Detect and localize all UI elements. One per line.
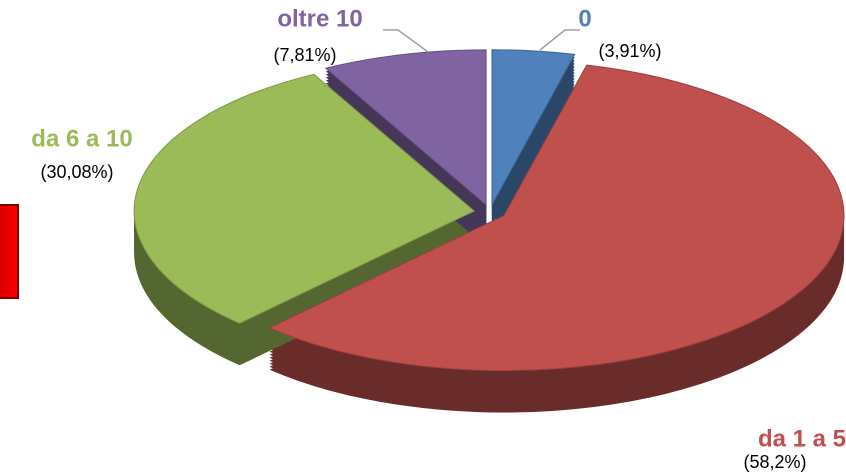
category-label: da 1 a 5 — [758, 425, 846, 452]
slice — [268, 64, 845, 372]
slice — [491, 49, 576, 206]
value-label: (30,08%) — [40, 162, 113, 182]
category-label: 0 — [578, 5, 591, 32]
labels: 0 (3,91%) da 1 a 5(58,2%) da 6 a 10 (30,08%)… — [31, 5, 846, 471]
leader-line — [383, 29, 429, 53]
category-label: oltre 10 — [277, 5, 362, 32]
category-label: da 6 a 10 — [31, 125, 132, 152]
side-box — [0, 204, 19, 299]
value-label: (7,81%) — [273, 45, 336, 65]
value-label: (58,2%) — [743, 452, 806, 472]
pie — [133, 49, 845, 413]
slice — [133, 73, 476, 324]
value-label: (3,91%) — [598, 41, 661, 61]
slice — [324, 49, 487, 207]
leader-line — [539, 29, 580, 51]
